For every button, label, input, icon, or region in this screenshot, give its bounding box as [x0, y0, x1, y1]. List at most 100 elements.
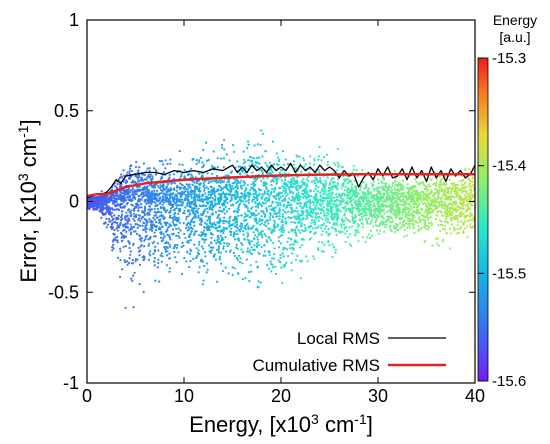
scatter-point: [156, 266, 159, 269]
scatter-point: [432, 194, 435, 198]
scatter-point: [294, 258, 297, 261]
scatter-point: [423, 202, 426, 205]
scatter-point: [224, 186, 227, 189]
scatter-point: [218, 241, 221, 244]
scatter-point: [171, 205, 174, 209]
scatter-point: [439, 229, 442, 232]
scatter-point: [241, 195, 244, 198]
scatter-point: [279, 254, 282, 257]
scatter-point: [454, 208, 457, 212]
scatter-point: [408, 218, 411, 222]
scatter-point: [369, 204, 372, 207]
scatter-point: [204, 204, 208, 208]
scatter-point: [207, 181, 210, 185]
scatter-point: [253, 248, 256, 251]
scatter-point: [202, 212, 205, 215]
scatter-point: [370, 194, 373, 197]
scatter-point: [268, 253, 271, 256]
scatter-point: [233, 216, 236, 219]
scatter-point: [401, 195, 404, 198]
scatter-point: [116, 224, 119, 227]
scatter-point: [203, 226, 206, 229]
scatter-point: [307, 180, 310, 183]
scatter-point: [191, 200, 194, 203]
scatter-point: [213, 193, 216, 196]
scatter-point: [249, 249, 252, 252]
scatter-point: [208, 221, 212, 224]
scatter-point: [307, 213, 310, 216]
scatter-point: [302, 196, 305, 199]
scatter-point: [302, 159, 306, 162]
scatter-point: [314, 220, 317, 224]
scatter-point: [294, 239, 297, 242]
scatter-point: [341, 192, 344, 195]
scatter-point: [147, 173, 150, 176]
scatter-point: [214, 166, 217, 169]
scatter-point: [328, 204, 331, 207]
scatter-point: [464, 227, 467, 230]
scatter-point: [134, 214, 137, 218]
scatter-point: [452, 196, 455, 199]
scatter-point: [399, 227, 402, 230]
scatter-point: [208, 218, 212, 221]
scatter-point: [197, 214, 200, 217]
scatter-point: [234, 186, 237, 189]
scatter-point: [166, 183, 170, 186]
scatter-point: [332, 246, 335, 249]
scatter-point: [214, 211, 218, 214]
scatter-point: [458, 180, 461, 183]
scatter-point: [359, 209, 362, 212]
scatter-point: [175, 204, 178, 207]
scatter-point: [304, 201, 307, 204]
scatter-point: [236, 226, 239, 230]
scatter-point: [209, 196, 212, 199]
scatter-point: [182, 222, 185, 225]
scatter-point: [356, 223, 360, 226]
scatter-point: [260, 215, 263, 218]
scatter-point: [92, 208, 95, 211]
scatter-point: [215, 226, 219, 229]
scatter-point: [376, 195, 380, 198]
scatter-point: [124, 181, 128, 184]
scatter-point: [350, 203, 353, 206]
scatter-point: [137, 206, 140, 210]
scatter-point: [393, 186, 396, 189]
scatter-point: [123, 234, 126, 237]
scatter-point: [427, 183, 430, 186]
scatter-point: [148, 167, 151, 170]
scatter-point: [116, 235, 119, 239]
scatter-point: [228, 192, 231, 195]
scatter-point: [426, 206, 429, 209]
scatter-point: [455, 202, 458, 205]
scatter-point: [126, 263, 129, 266]
scatter-point: [204, 234, 207, 238]
scatter-point: [131, 191, 134, 194]
scatter-point: [456, 232, 459, 235]
scatter-point: [352, 164, 355, 167]
scatter-point: [275, 215, 278, 218]
scatter-point: [174, 256, 177, 259]
scatter-point: [296, 180, 299, 183]
scatter-point: [185, 218, 188, 221]
scatter-point: [102, 222, 106, 225]
scatter-point: [288, 181, 292, 184]
scatter-point: [253, 192, 256, 195]
scatter-point: [251, 171, 254, 174]
scatter-point: [320, 233, 323, 236]
scatter-point: [415, 212, 418, 215]
scatter-point: [219, 234, 222, 237]
scatter-point: [230, 227, 233, 230]
scatter-point: [219, 186, 222, 189]
scatter-point: [222, 232, 225, 235]
scatter-point: [313, 219, 316, 222]
scatter-point: [462, 212, 465, 216]
scatter-point: [198, 196, 201, 199]
scatter-point: [217, 188, 220, 191]
scatter-point: [397, 202, 400, 205]
scatter-point: [168, 176, 171, 179]
scatter-point: [217, 209, 221, 212]
scatter-point: [153, 189, 156, 192]
scatter-point: [358, 202, 361, 205]
scatter-point: [112, 243, 115, 246]
scatter-point: [366, 236, 369, 239]
